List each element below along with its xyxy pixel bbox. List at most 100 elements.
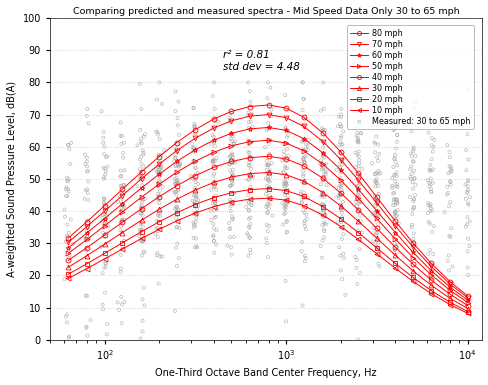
Measured: 30 to 65 mph: (407, 43): 30 to 65 mph: (407, 43) [211,198,219,204]
Measured: 30 to 65 mph: (64, 59.3): 30 to 65 mph: (64, 59.3) [65,146,73,152]
Measured: 30 to 65 mph: (964, 60.8): 30 to 65 mph: (964, 60.8) [279,141,286,147]
Measured: 30 to 65 mph: (784, 55.6): 30 to 65 mph: (784, 55.6) [263,157,270,164]
Measured: 30 to 65 mph: (123, 67.6): 30 to 65 mph: (123, 67.6) [117,119,124,126]
Measured: 30 to 65 mph: (398, 55.4): 30 to 65 mph: (398, 55.4) [209,158,217,164]
Measured: 30 to 65 mph: (253, 68.9): 30 to 65 mph: (253, 68.9) [173,115,181,121]
Measured: 30 to 65 mph: (313, 42.2): 30 to 65 mph: (313, 42.2) [190,201,198,207]
Measured: 30 to 65 mph: (8.1e+03, 53): 30 to 65 mph: (8.1e+03, 53) [446,166,454,172]
Measured: 30 to 65 mph: (246, 43): 30 to 65 mph: (246, 43) [171,198,179,204]
Measured: 30 to 65 mph: (2e+03, 21.5): 30 to 65 mph: (2e+03, 21.5) [336,268,344,274]
Measured: 30 to 65 mph: (323, 40.7): 30 to 65 mph: (323, 40.7) [193,206,201,212]
80 mph [300,115,306,120]
Measured: 30 to 65 mph: (6.31e+03, 45.9): 30 to 65 mph: (6.31e+03, 45.9) [427,189,434,195]
Measured: 30 to 65 mph: (250, 22.9): 30 to 65 mph: (250, 22.9) [173,263,181,269]
Measured: 30 to 65 mph: (99.3, 57.7): 30 to 65 mph: (99.3, 57.7) [100,151,108,157]
40 mph [446,292,452,297]
50 mph [392,237,398,241]
Measured: 30 to 65 mph: (388, 37.2): 30 to 65 mph: (388, 37.2) [207,217,215,223]
Measured: 30 to 65 mph: (633, 38): 30 to 65 mph: (633, 38) [245,214,253,221]
Measured: 30 to 65 mph: (993, 45.7): 30 to 65 mph: (993, 45.7) [281,190,289,196]
Measured: 30 to 65 mph: (623, 51.3): 30 to 65 mph: (623, 51.3) [244,172,252,178]
Measured: 30 to 65 mph: (4.86e+03, 68.7): 30 to 65 mph: (4.86e+03, 68.7) [406,116,414,122]
80 mph [355,171,361,176]
Measured: 30 to 65 mph: (3.12e+03, 32.5): 30 to 65 mph: (3.12e+03, 32.5) [371,232,379,238]
Measured: 30 to 65 mph: (3.98e+03, 28.3): 30 to 65 mph: (3.98e+03, 28.3) [390,246,398,252]
70 mph [65,240,71,244]
50 mph [210,150,216,154]
Measured: 30 to 65 mph: (631, 56.7): 30 to 65 mph: (631, 56.7) [245,154,253,161]
Measured: 30 to 65 mph: (124, 41): 30 to 65 mph: (124, 41) [118,205,125,211]
Measured: 30 to 65 mph: (503, 57.4): 30 to 65 mph: (503, 57.4) [227,152,235,158]
Measured: 30 to 65 mph: (503, 49.5): 30 to 65 mph: (503, 49.5) [227,177,235,184]
Measured: 30 to 65 mph: (619, 80): 30 to 65 mph: (619, 80) [244,79,252,85]
Measured: 30 to 65 mph: (397, 50.9): 30 to 65 mph: (397, 50.9) [209,173,217,179]
Measured: 30 to 65 mph: (248, 48.9): 30 to 65 mph: (248, 48.9) [172,179,180,186]
Measured: 30 to 65 mph: (4.1e+03, 63.6): 30 to 65 mph: (4.1e+03, 63.6) [393,132,401,138]
Measured: 30 to 65 mph: (3.14e+03, 42.4): 30 to 65 mph: (3.14e+03, 42.4) [371,200,379,206]
Measured: 30 to 65 mph: (785, 46.2): 30 to 65 mph: (785, 46.2) [263,188,270,194]
Measured: 30 to 65 mph: (244, 40.8): 30 to 65 mph: (244, 40.8) [171,206,179,212]
Measured: 30 to 65 mph: (100, 41.6): 30 to 65 mph: (100, 41.6) [101,203,109,209]
Measured: 30 to 65 mph: (628, 31.7): 30 to 65 mph: (628, 31.7) [245,234,253,241]
Measured: 30 to 65 mph: (403, 47.6): 30 to 65 mph: (403, 47.6) [210,184,218,190]
Measured: 30 to 65 mph: (795, 54.1): 30 to 65 mph: (795, 54.1) [264,162,271,169]
Measured: 30 to 65 mph: (2.41e+03, 58.2): 30 to 65 mph: (2.41e+03, 58.2) [351,149,359,156]
Measured: 30 to 65 mph: (814, 52.7): 30 to 65 mph: (814, 52.7) [265,167,273,173]
10 mph [102,256,107,261]
Measured: 30 to 65 mph: (104, 53.8): 30 to 65 mph: (104, 53.8) [103,164,111,170]
Measured: 30 to 65 mph: (309, 58.5): 30 to 65 mph: (309, 58.5) [189,149,197,155]
Measured: 30 to 65 mph: (124, 13.3): 30 to 65 mph: (124, 13.3) [117,294,125,300]
Measured: 30 to 65 mph: (629, 56.9): 30 to 65 mph: (629, 56.9) [245,154,253,160]
Measured: 30 to 65 mph: (97.5, 10.9): 30 to 65 mph: (97.5, 10.9) [99,301,106,308]
Measured: 30 to 65 mph: (617, 32.6): 30 to 65 mph: (617, 32.6) [244,232,251,238]
Measured: 30 to 65 mph: (3.18e+03, 33.2): 30 to 65 mph: (3.18e+03, 33.2) [373,230,381,236]
Measured: 30 to 65 mph: (61.9, 7.87): 30 to 65 mph: (61.9, 7.87) [63,311,71,318]
Measured: 30 to 65 mph: (247, 57): 30 to 65 mph: (247, 57) [172,153,180,159]
Measured: 30 to 65 mph: (4.9e+03, 64.8): 30 to 65 mph: (4.9e+03, 64.8) [407,128,414,134]
Measured: 30 to 65 mph: (314, 28.7): 30 to 65 mph: (314, 28.7) [190,244,198,251]
Measured: 30 to 65 mph: (2.04e+03, 55.6): 30 to 65 mph: (2.04e+03, 55.6) [338,158,346,164]
60 mph [265,125,271,130]
Measured: 30 to 65 mph: (508, 51.3): 30 to 65 mph: (508, 51.3) [228,172,236,178]
Measured: 30 to 65 mph: (987, 43.2): 30 to 65 mph: (987, 43.2) [281,198,288,204]
Measured: 30 to 65 mph: (802, 43.5): 30 to 65 mph: (802, 43.5) [264,197,272,203]
Measured: 30 to 65 mph: (394, 75.8): 30 to 65 mph: (394, 75.8) [208,93,216,99]
50 mph [320,162,325,167]
Measured: 30 to 65 mph: (796, 44.2): 30 to 65 mph: (796, 44.2) [264,194,271,201]
Measured: 30 to 65 mph: (8.12e+03, 34.6): 30 to 65 mph: (8.12e+03, 34.6) [447,225,454,231]
Measured: 30 to 65 mph: (2.01e+03, 69.3): 30 to 65 mph: (2.01e+03, 69.3) [337,114,345,120]
Measured: 30 to 65 mph: (502, 42.1): 30 to 65 mph: (502, 42.1) [227,201,235,208]
Measured: 30 to 65 mph: (123, 43): 30 to 65 mph: (123, 43) [117,198,124,204]
Measured: 30 to 65 mph: (9.93e+03, 45.6): 30 to 65 mph: (9.93e+03, 45.6) [462,190,470,196]
Line: 80 mph: 80 mph [65,102,469,298]
Measured: 30 to 65 mph: (198, 51.6): 30 to 65 mph: (198, 51.6) [154,171,162,177]
Measured: 30 to 65 mph: (315, 47.2): 30 to 65 mph: (315, 47.2) [191,185,199,191]
Measured: 30 to 65 mph: (196, 43.6): 30 to 65 mph: (196, 43.6) [154,196,162,203]
Measured: 30 to 65 mph: (813, 43.6): 30 to 65 mph: (813, 43.6) [265,196,273,203]
Measured: 30 to 65 mph: (197, 63.8): 30 to 65 mph: (197, 63.8) [154,132,162,138]
Measured: 30 to 65 mph: (320, 44.9): 30 to 65 mph: (320, 44.9) [192,192,200,198]
Measured: 30 to 65 mph: (8.03e+03, 32): 30 to 65 mph: (8.03e+03, 32) [446,234,453,240]
Measured: 30 to 65 mph: (202, 49): 30 to 65 mph: (202, 49) [156,179,163,185]
Measured: 30 to 65 mph: (161, 39.9): 30 to 65 mph: (161, 39.9) [138,208,146,214]
50 mph [139,195,144,199]
Measured: 30 to 65 mph: (998, 43.4): 30 to 65 mph: (998, 43.4) [282,197,289,203]
Measured: 30 to 65 mph: (504, 64): 30 to 65 mph: (504, 64) [227,131,235,137]
50 mph [283,141,288,146]
Measured: 30 to 65 mph: (2.01e+03, 41.6): 30 to 65 mph: (2.01e+03, 41.6) [337,203,345,209]
Measured: 30 to 65 mph: (152, 47.7): 30 to 65 mph: (152, 47.7) [133,183,141,189]
Measured: 30 to 65 mph: (3.14e+03, 50.1): 30 to 65 mph: (3.14e+03, 50.1) [372,176,380,182]
Measured: 30 to 65 mph: (6.37e+03, 33.5): 30 to 65 mph: (6.37e+03, 33.5) [427,229,435,235]
Measured: 30 to 65 mph: (989, 41.4): 30 to 65 mph: (989, 41.4) [281,204,288,210]
Measured: 30 to 65 mph: (510, 37.6): 30 to 65 mph: (510, 37.6) [229,216,237,222]
Measured: 30 to 65 mph: (4.84e+03, 50.7): 30 to 65 mph: (4.84e+03, 50.7) [406,174,413,180]
Measured: 30 to 65 mph: (400, 43.3): 30 to 65 mph: (400, 43.3) [210,198,218,204]
Measured: 30 to 65 mph: (978, 57.4): 30 to 65 mph: (978, 57.4) [280,152,288,158]
Measured: 30 to 65 mph: (514, 61.1): 30 to 65 mph: (514, 61.1) [229,140,237,146]
Measured: 30 to 65 mph: (99.4, 50.6): 30 to 65 mph: (99.4, 50.6) [100,174,108,180]
60 mph [464,298,469,303]
Measured: 30 to 65 mph: (1.98e+03, 53.5): 30 to 65 mph: (1.98e+03, 53.5) [335,164,343,171]
Measured: 30 to 65 mph: (160, 36.3): 30 to 65 mph: (160, 36.3) [137,220,145,226]
Measured: 30 to 65 mph: (1.62e+03, 33.7): 30 to 65 mph: (1.62e+03, 33.7) [320,228,327,234]
Measured: 30 to 65 mph: (505, 49.4): 30 to 65 mph: (505, 49.4) [228,178,236,184]
